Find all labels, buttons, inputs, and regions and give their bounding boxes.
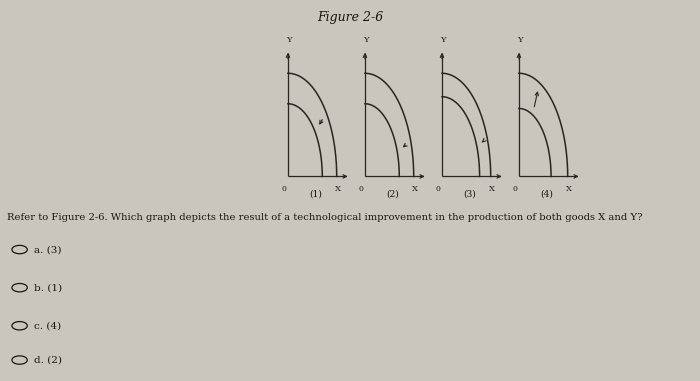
Text: X: X — [335, 185, 342, 193]
Text: (3): (3) — [463, 189, 476, 199]
Text: Figure 2-6: Figure 2-6 — [317, 11, 383, 24]
Text: Y: Y — [517, 36, 523, 44]
Text: Y: Y — [363, 36, 369, 44]
Text: a. (3): a. (3) — [34, 245, 61, 254]
Text: c. (4): c. (4) — [34, 321, 61, 330]
Text: (1): (1) — [309, 189, 322, 199]
Text: X: X — [412, 185, 419, 193]
Text: X: X — [566, 185, 573, 193]
Text: 0: 0 — [281, 185, 286, 193]
Text: Refer to Figure 2-6. Which graph depicts the result of a technological improveme: Refer to Figure 2-6. Which graph depicts… — [7, 213, 643, 223]
Text: Y: Y — [286, 36, 292, 44]
Text: b. (1): b. (1) — [34, 283, 62, 292]
Text: X: X — [489, 185, 496, 193]
Text: Y: Y — [440, 36, 446, 44]
Text: 0: 0 — [512, 185, 517, 193]
Text: d. (2): d. (2) — [34, 355, 62, 365]
Text: 0: 0 — [358, 185, 363, 193]
Text: (4): (4) — [540, 189, 553, 199]
Text: 0: 0 — [435, 185, 440, 193]
Text: (2): (2) — [386, 189, 399, 199]
